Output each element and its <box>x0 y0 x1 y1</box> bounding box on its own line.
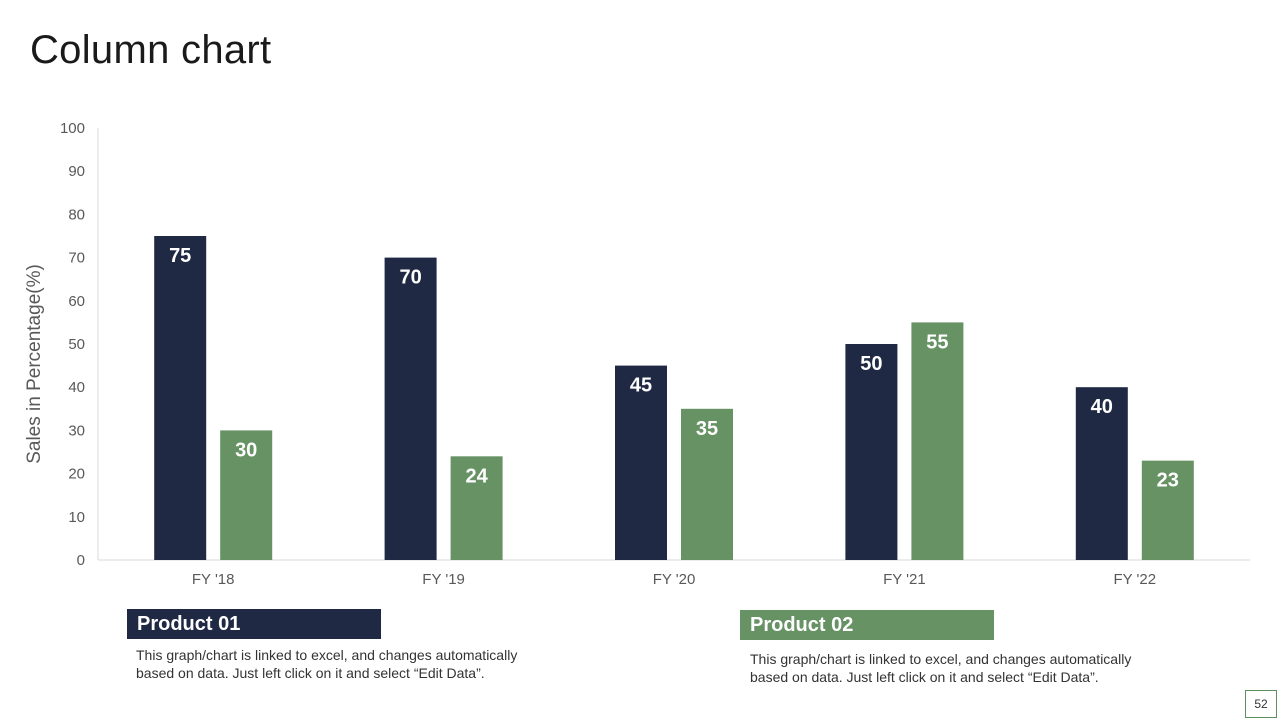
page-number: 52 <box>1245 690 1277 718</box>
y-tick-label: 100 <box>60 120 85 137</box>
y-tick-label: 0 <box>77 552 85 569</box>
legend-product-01: Product 01 <box>127 609 381 639</box>
bar-product-01 <box>384 257 437 560</box>
bar-product-02 <box>1141 460 1194 560</box>
legend-product-02-description: This graph/chart is linked to excel, and… <box>750 651 1132 685</box>
y-tick-label: 60 <box>68 293 85 310</box>
y-tick-label: 40 <box>68 379 85 396</box>
data-label: 75 <box>169 245 191 267</box>
bar-product-01 <box>615 365 667 560</box>
y-tick-label: 20 <box>68 466 85 483</box>
legend-product-02: Product 02 <box>740 610 994 640</box>
column-chart: 0 10 20 30 40 50 60 70 80 90 100 Sales in Percentag… <box>24 120 1250 588</box>
data-label: 35 <box>696 418 718 440</box>
bar-product-02 <box>220 430 273 560</box>
y-tick-label: 30 <box>68 422 85 439</box>
bar-product-02 <box>681 408 733 560</box>
x-tick-label: FY '18 <box>192 571 235 588</box>
page-title: Column chart <box>30 28 272 72</box>
data-label: 50 <box>860 353 882 375</box>
y-tick-label: 50 <box>68 336 85 353</box>
y-tick-label: 70 <box>68 250 85 267</box>
y-tick-label: 80 <box>68 206 85 223</box>
data-label: 24 <box>465 465 488 487</box>
legend-product-01-description: This graph/chart is linked to excel, and… <box>136 647 518 681</box>
y-tick-label: 90 <box>68 163 85 180</box>
data-label: 55 <box>926 331 948 353</box>
bar-product-02 <box>450 456 503 560</box>
data-label: 30 <box>235 439 257 461</box>
data-label: 23 <box>1157 470 1179 492</box>
bar-product-02 <box>911 322 964 560</box>
x-tick-label: FY '19 <box>422 571 465 588</box>
data-label: 40 <box>1091 396 1113 418</box>
y-axis-title: Sales in Percentage(%) <box>24 264 45 464</box>
x-tick-label: FY '21 <box>883 571 926 588</box>
bar-product-01 <box>845 344 898 560</box>
x-tick-label: FY '22 <box>1113 571 1156 588</box>
bar-product-01 <box>154 236 207 560</box>
bar-product-01 <box>1075 387 1128 560</box>
x-tick-label: FY '20 <box>653 571 696 588</box>
data-label: 70 <box>399 267 421 289</box>
data-label: 45 <box>630 375 652 397</box>
y-tick-label: 10 <box>68 509 85 526</box>
